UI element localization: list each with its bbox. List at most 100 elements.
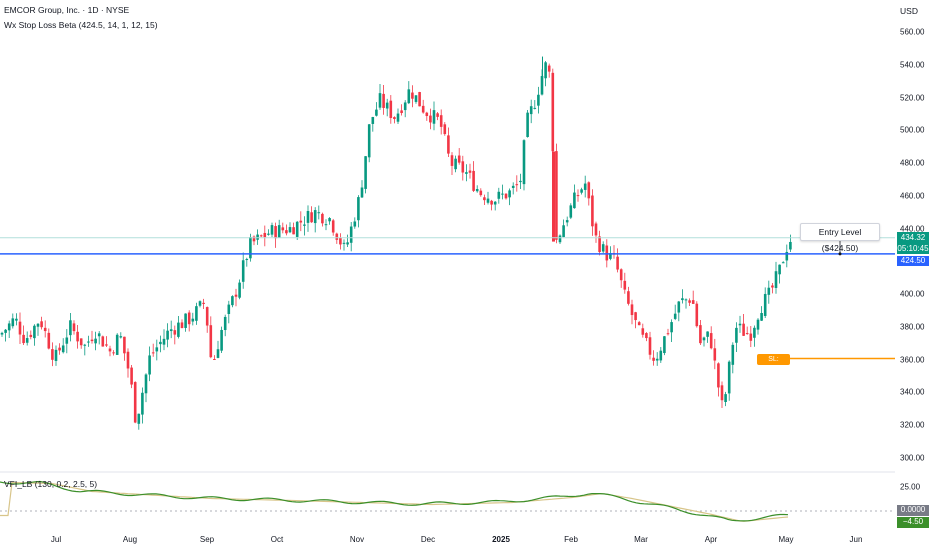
candle-body <box>105 344 108 346</box>
candle-body <box>393 117 396 120</box>
candle-body <box>378 93 382 108</box>
candle-body <box>493 201 497 205</box>
candle-body <box>72 323 76 332</box>
candle-body <box>277 225 281 238</box>
candle-body <box>670 322 673 333</box>
candle-body <box>159 341 162 345</box>
candle-body <box>317 212 321 214</box>
last-price-value: 434.32 <box>900 233 926 242</box>
candle-body <box>148 355 151 375</box>
candle-body <box>414 95 418 102</box>
stop-loss-label: SL: 360.63 <box>757 354 790 374</box>
candle-body <box>195 306 198 321</box>
candle-body <box>447 135 450 154</box>
candle-body <box>648 337 652 355</box>
time-axis-label: Oct <box>270 535 284 544</box>
candle-body <box>472 170 475 191</box>
candle-body <box>403 102 407 111</box>
candle-body <box>691 300 695 304</box>
candle-body <box>90 339 94 342</box>
candle-body <box>522 140 526 185</box>
candle-body <box>785 251 789 261</box>
candle-body <box>778 264 781 275</box>
candle-body <box>187 312 191 325</box>
candle-body <box>659 350 663 361</box>
candle-body <box>69 320 72 336</box>
candle-body <box>259 235 263 237</box>
candle-body <box>623 280 627 290</box>
time-axis-label: Mar <box>634 535 648 544</box>
candle-body <box>519 180 522 183</box>
vfi-legend[interactable]: VFI_LB (130, 0.2, 2.5, 5) <box>4 479 98 489</box>
candle-body <box>371 117 375 124</box>
candle-body <box>220 329 223 351</box>
candle-body <box>562 225 565 238</box>
candle-body <box>598 236 601 253</box>
price-axis-tick: 380.00 <box>900 322 925 332</box>
candle-body <box>763 293 767 316</box>
candle-body <box>706 331 709 337</box>
candle-body <box>573 192 576 209</box>
candle-body <box>443 124 447 135</box>
candle-body <box>61 345 65 353</box>
candle-body <box>36 323 40 327</box>
candle-body <box>126 351 130 369</box>
entry-level-annotation[interactable]: Entry Level ($424.50) <box>800 223 880 253</box>
candle-body <box>529 106 533 115</box>
candle-body <box>781 262 785 264</box>
candle-body <box>760 313 763 321</box>
candle-body <box>270 225 274 235</box>
candle-body <box>166 330 169 340</box>
currency-label: USD <box>900 6 918 16</box>
time-axis-label: May <box>778 535 794 544</box>
candle-body <box>288 227 292 233</box>
candle-body <box>0 332 4 335</box>
candle-body <box>303 224 306 226</box>
candle-body <box>349 226 353 243</box>
candle-body <box>76 331 79 342</box>
candle-body <box>583 183 587 190</box>
vfi-line <box>0 480 789 522</box>
indicator-legend[interactable]: Wx Stop Loss Beta (424.5, 14, 1, 12, 15) <box>4 20 158 30</box>
time-axis-label: Nov <box>349 535 365 544</box>
candle-body <box>353 221 357 227</box>
candle-body <box>252 236 256 242</box>
level-lines <box>0 237 895 360</box>
symbol-title[interactable]: EMCOR Group, Inc. · 1D · NYSE <box>4 5 130 15</box>
candle-body <box>389 100 393 118</box>
candle-body <box>702 337 706 341</box>
candle-body <box>483 197 486 201</box>
candle-body <box>357 197 360 221</box>
candle-body <box>169 329 173 332</box>
candle-body <box>695 303 699 327</box>
candle-body <box>641 328 645 335</box>
candle-body <box>627 291 630 304</box>
time-axis-label: Sep <box>199 535 215 544</box>
candle-body <box>436 113 439 117</box>
price-axis-tick: 540.00 <box>900 60 925 70</box>
candle-body <box>591 195 594 227</box>
candle-body <box>324 224 328 226</box>
vfi-signal-line <box>0 481 789 522</box>
candle-body <box>295 221 299 237</box>
candle-body <box>511 185 515 188</box>
candle-body <box>177 322 180 337</box>
candle-body <box>245 259 249 261</box>
candle-body <box>151 352 155 354</box>
candle-body <box>594 223 598 236</box>
vfi-value-tag: 0.0000 <box>897 505 929 516</box>
candle-body <box>216 349 220 358</box>
candle-body <box>753 327 756 338</box>
candle-body <box>552 151 555 242</box>
candle-body <box>155 347 159 352</box>
candle-body <box>727 361 731 394</box>
price-axis-tick: 460.00 <box>900 191 925 201</box>
candle-body <box>292 227 295 235</box>
candle-body <box>421 105 425 113</box>
candle-body <box>501 193 504 195</box>
candle-body <box>299 220 303 223</box>
candle-body <box>335 233 339 240</box>
bar-countdown: 05:10:45 <box>897 244 929 253</box>
candle-body <box>97 333 101 337</box>
